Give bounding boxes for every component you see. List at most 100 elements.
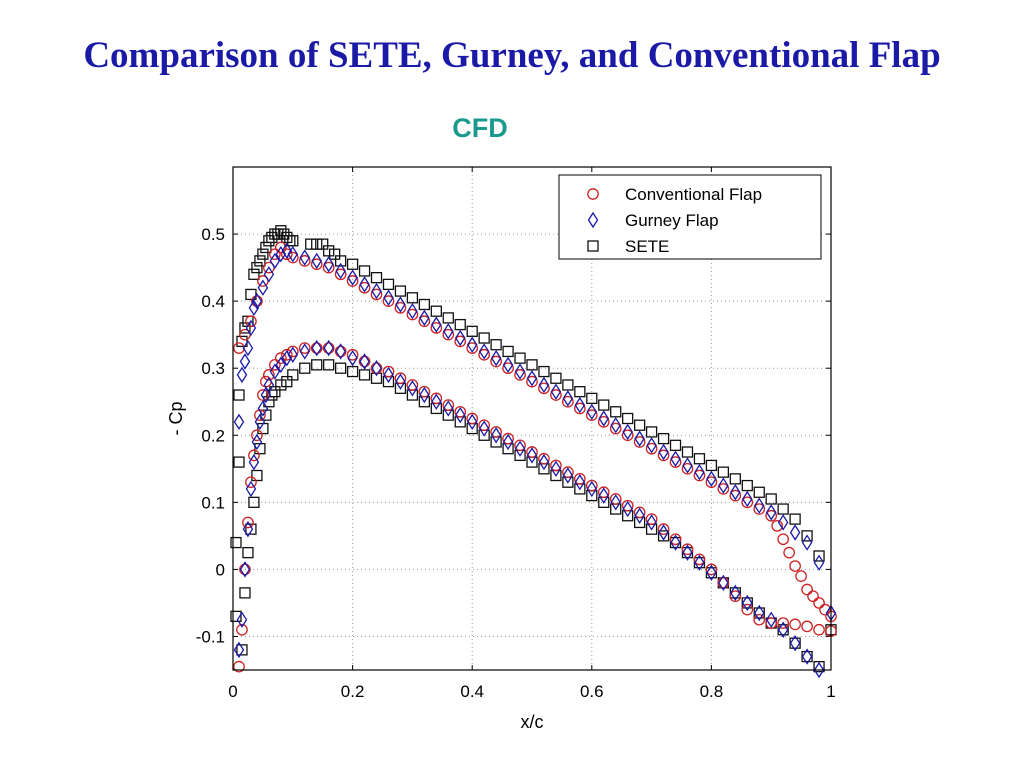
conventional-flap-point	[478, 348, 491, 361]
legend-label-sete: SETE	[625, 237, 669, 256]
sete-point	[251, 469, 263, 482]
conventional-flap-point	[819, 603, 831, 616]
series-gurney-flap	[233, 242, 837, 679]
gurney-flap-point	[248, 299, 260, 317]
gurney-flap-point	[502, 356, 514, 374]
gurney-flap-point	[646, 514, 657, 531]
gurney-flap-point	[718, 574, 729, 592]
gurney-flap-point	[236, 611, 248, 628]
gurney-flap-point	[670, 534, 681, 551]
conventional-flap-point	[789, 560, 801, 572]
gurney-flap-point	[813, 554, 825, 571]
sete-point	[801, 530, 813, 542]
conventional-flap-point	[813, 623, 825, 636]
conventional-flap-point	[502, 362, 514, 375]
conventional-flap-point	[394, 372, 407, 385]
gurney-flap-point	[622, 500, 633, 518]
gurney-flap-point	[383, 366, 394, 384]
gurney-flap-point	[254, 413, 266, 431]
gurney-flap-point	[269, 363, 281, 380]
sete-point	[287, 369, 299, 381]
conventional-flap-point	[753, 503, 766, 515]
conventional-flap-point	[562, 466, 574, 479]
conventional-flap-point	[274, 241, 287, 254]
conventional-flap-point	[765, 509, 778, 522]
sete-point	[430, 305, 442, 317]
conventional-flap-point	[322, 261, 335, 274]
sete-point	[346, 365, 359, 378]
sete-point	[406, 292, 419, 304]
gurney-flap-point	[634, 507, 645, 524]
conventional-flap-point	[741, 496, 754, 509]
gurney-flap-point	[454, 329, 466, 347]
conventional-flap-point	[454, 405, 467, 418]
conventional-flap-point	[454, 335, 467, 348]
sete-point	[562, 379, 574, 391]
sete-point	[394, 285, 407, 297]
gurney-flap-point	[347, 349, 358, 367]
conventional-flap-point	[801, 583, 813, 596]
sete-point	[514, 352, 526, 364]
gurney-flap-point	[610, 494, 621, 511]
conventional-flap-point	[573, 402, 586, 415]
conventional-flap-point	[257, 389, 269, 401]
legend-marker-sete	[587, 240, 599, 252]
conventional-flap-point	[681, 462, 694, 475]
gurney-flap-point	[586, 403, 598, 420]
sete-point	[275, 225, 287, 237]
conventional-flap-point	[621, 499, 634, 512]
sete-point	[260, 241, 272, 254]
sete-point	[230, 536, 242, 549]
gurney-flap-point	[574, 474, 586, 491]
conventional-flap-point	[248, 449, 260, 462]
conventional-flap-point	[597, 416, 610, 428]
sete-point	[236, 644, 248, 656]
gurney-flap-point	[335, 262, 346, 280]
gurney-flap-point	[801, 648, 813, 665]
conventional-flap-point	[514, 439, 526, 452]
sete-point	[693, 453, 706, 465]
sete-point	[526, 359, 538, 371]
gurney-flap-point	[323, 339, 334, 357]
gurney-flap-point	[239, 353, 251, 370]
sete-point	[263, 235, 275, 247]
gurney-flap-point	[730, 484, 741, 501]
gurney-flap-point	[359, 353, 370, 370]
legend-label-gurney-flap: Gurney Flap	[625, 211, 719, 230]
conventional-flap-point	[705, 563, 718, 576]
gurney-flap-point	[466, 413, 478, 431]
conventional-flap-point	[777, 533, 790, 546]
gurney-flap-point	[670, 450, 681, 467]
conventional-flap-point	[573, 473, 586, 485]
conventional-flap-point	[382, 295, 395, 307]
conventional-flap-point	[609, 493, 622, 505]
conventional-flap-point	[490, 355, 502, 368]
sete-point	[598, 399, 610, 411]
conventional-flap-point	[693, 553, 706, 566]
x-tick-label: 0.8	[700, 682, 724, 701]
gurney-flap-point	[622, 423, 633, 441]
gurney-flap-point	[443, 323, 454, 340]
sete-point	[305, 238, 317, 250]
x-tick-label: 0.2	[341, 682, 365, 701]
gurney-flap-point	[263, 376, 275, 394]
sete-point	[239, 322, 251, 334]
conventional-flap-point	[753, 613, 766, 626]
gurney-flap-point	[281, 242, 293, 260]
sete-point	[245, 288, 257, 301]
gurney-flap-point	[269, 252, 281, 270]
conventional-flap-point	[795, 570, 807, 582]
gurney-flap-point	[335, 343, 346, 360]
conventional-flap-point	[430, 392, 443, 405]
sete-point	[272, 228, 284, 240]
gurney-flap-point	[801, 534, 813, 551]
sete-point	[281, 375, 293, 388]
sete-point	[657, 530, 670, 542]
sete-point	[538, 365, 550, 378]
conventional-flap-point	[562, 395, 574, 408]
sete-point	[741, 479, 753, 492]
conventional-flap-point	[609, 422, 622, 435]
gurney-flap-point	[598, 410, 610, 427]
gurney-flap-point	[242, 520, 254, 538]
sete-point	[717, 466, 730, 478]
